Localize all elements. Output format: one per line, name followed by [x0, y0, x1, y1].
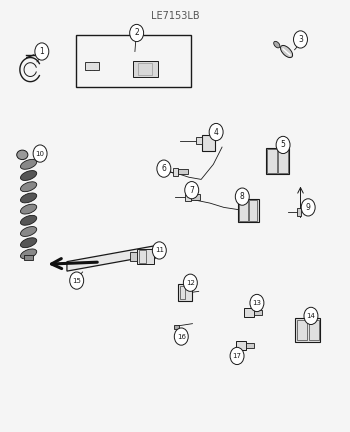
Circle shape: [183, 274, 197, 291]
Ellipse shape: [274, 41, 280, 48]
Text: 3: 3: [298, 35, 303, 44]
Bar: [249, 200, 257, 221]
Text: 5: 5: [281, 140, 286, 149]
Circle shape: [35, 43, 49, 60]
Circle shape: [276, 137, 290, 153]
Bar: [254, 310, 262, 315]
Text: 7: 7: [189, 186, 194, 195]
Circle shape: [235, 188, 249, 205]
Text: 17: 17: [232, 353, 241, 359]
Bar: [186, 194, 191, 201]
Bar: [236, 341, 246, 350]
Ellipse shape: [20, 226, 37, 236]
Text: 11: 11: [155, 248, 164, 254]
Bar: [180, 286, 185, 299]
Bar: [137, 249, 154, 264]
Circle shape: [152, 242, 166, 259]
Bar: [174, 324, 179, 329]
Ellipse shape: [17, 150, 28, 159]
Bar: [246, 343, 254, 348]
Bar: [133, 60, 158, 77]
Bar: [267, 149, 277, 172]
Text: 1: 1: [40, 47, 44, 56]
Ellipse shape: [20, 182, 37, 192]
Bar: [202, 135, 216, 151]
Text: 4: 4: [214, 127, 218, 137]
Circle shape: [230, 347, 244, 365]
Ellipse shape: [280, 45, 293, 57]
Circle shape: [250, 294, 264, 311]
Bar: [278, 149, 288, 172]
Ellipse shape: [20, 193, 37, 203]
Bar: [297, 208, 301, 216]
Circle shape: [157, 160, 171, 177]
Ellipse shape: [20, 204, 37, 214]
Bar: [238, 199, 259, 222]
Bar: [266, 148, 289, 174]
Bar: [130, 252, 136, 261]
Bar: [244, 308, 254, 317]
Bar: [76, 35, 191, 87]
Ellipse shape: [20, 249, 37, 259]
Bar: [173, 168, 178, 175]
Circle shape: [33, 145, 47, 162]
Ellipse shape: [20, 171, 37, 181]
Text: LE7153LB: LE7153LB: [151, 12, 199, 22]
Bar: [178, 168, 188, 174]
Circle shape: [185, 181, 199, 199]
Ellipse shape: [20, 238, 37, 248]
Polygon shape: [67, 245, 158, 271]
Text: 6: 6: [161, 164, 166, 173]
Circle shape: [130, 24, 144, 41]
Bar: [138, 63, 152, 75]
Text: 12: 12: [186, 280, 195, 286]
Bar: [85, 62, 99, 70]
Circle shape: [294, 31, 307, 48]
Circle shape: [301, 199, 315, 216]
Bar: [139, 251, 146, 263]
Ellipse shape: [20, 216, 37, 225]
Bar: [191, 194, 201, 200]
Text: 8: 8: [240, 192, 245, 201]
Text: 2: 2: [134, 29, 139, 38]
Text: 15: 15: [72, 278, 81, 283]
Circle shape: [209, 124, 223, 141]
Text: 16: 16: [177, 334, 186, 340]
Circle shape: [174, 328, 188, 345]
Bar: [24, 255, 34, 260]
Bar: [178, 284, 192, 301]
Circle shape: [304, 307, 318, 324]
Text: 14: 14: [307, 313, 315, 319]
Text: 13: 13: [252, 300, 261, 306]
Text: 9: 9: [306, 203, 310, 212]
Bar: [196, 137, 202, 144]
Bar: [297, 320, 307, 340]
Ellipse shape: [20, 159, 37, 169]
Bar: [239, 200, 247, 221]
Bar: [295, 318, 320, 342]
Bar: [308, 320, 319, 340]
Text: 10: 10: [36, 151, 44, 156]
Circle shape: [70, 272, 84, 289]
